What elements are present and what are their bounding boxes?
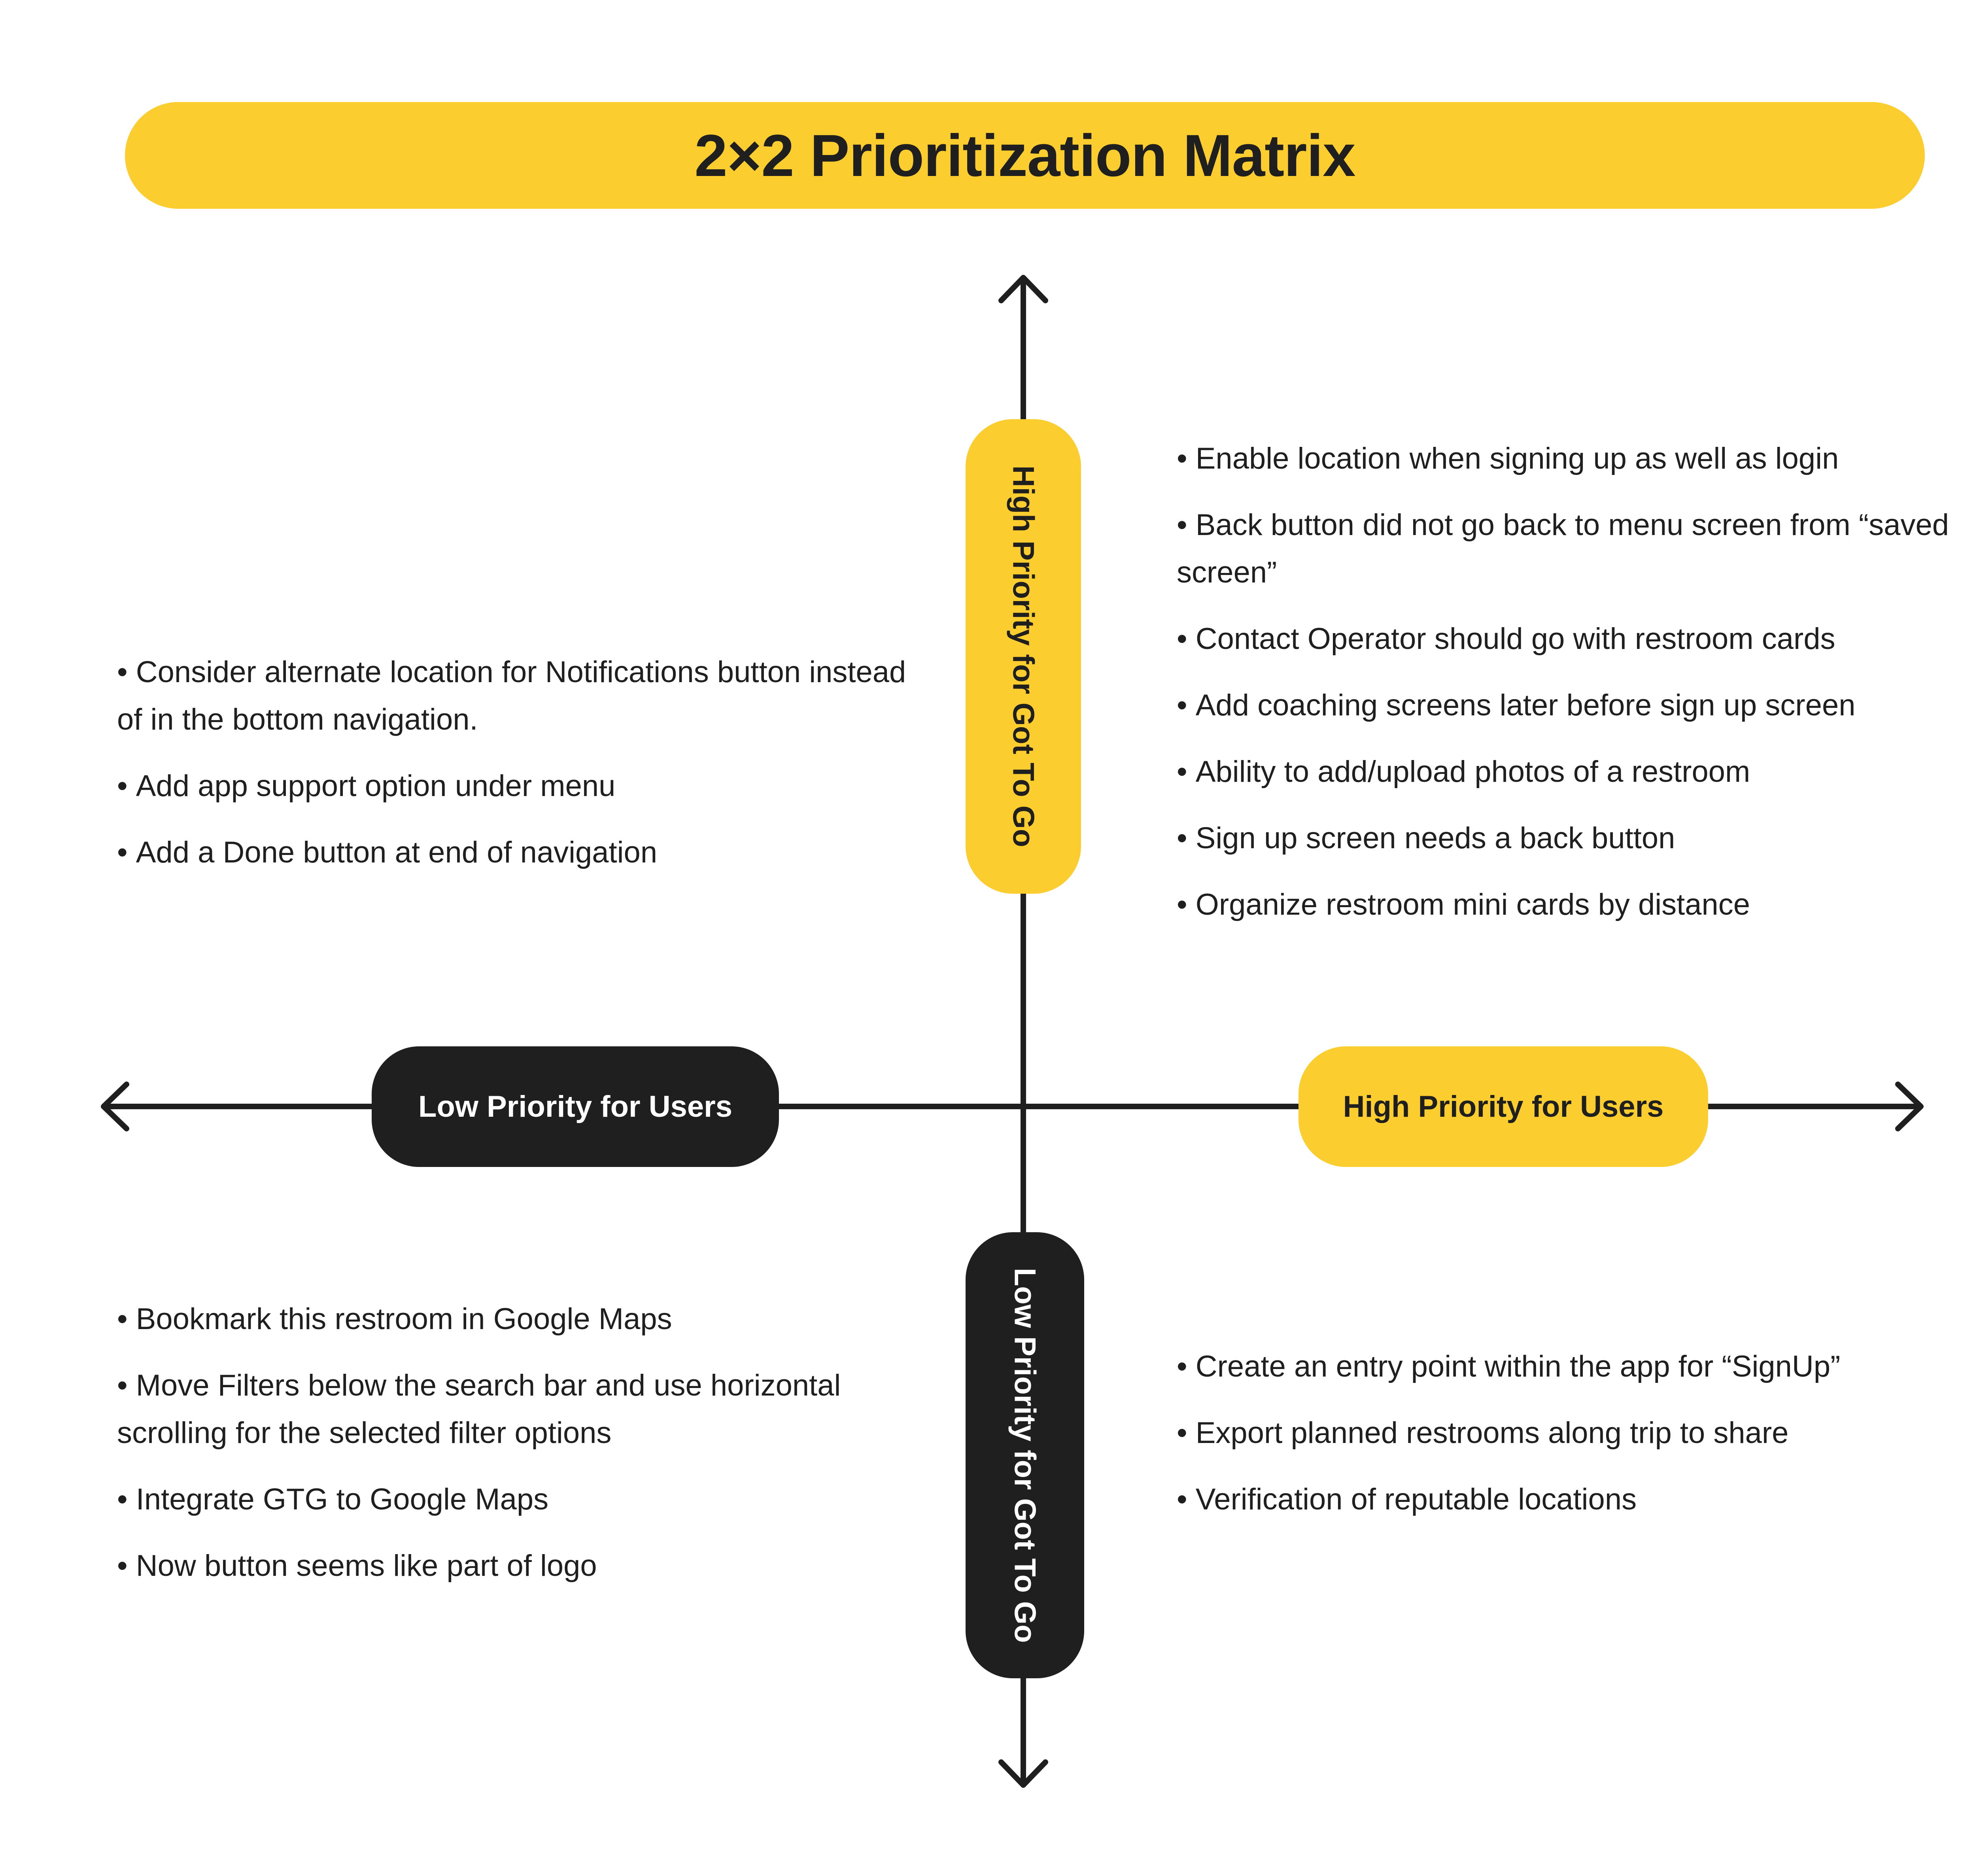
list-item: Ability to add/upload photos of a restro… xyxy=(1177,748,1968,796)
list-item: Sign up screen needs a back button xyxy=(1177,815,1968,862)
page-title: 2×2 Prioritization Matrix xyxy=(694,122,1355,189)
list-item: Back button did not go back to menu scre… xyxy=(1177,501,1968,596)
y-axis-low-text: Low Priority for Got To Go xyxy=(1008,1267,1042,1643)
arrow-left-icon xyxy=(101,1082,129,1131)
quadrant-top-left: Consider alternate location for Notifica… xyxy=(117,649,908,895)
list-item: Now button seems like part of logo xyxy=(117,1542,939,1590)
list-item: Integrate GTG to Google Maps xyxy=(117,1476,939,1523)
list-item: Organize restroom mini cards by distance xyxy=(1177,881,1968,929)
list-item: Add a Done button at end of navigation xyxy=(117,829,908,876)
y-axis-low-label: Low Priority for Got To Go xyxy=(966,1232,1084,1678)
arrow-right-icon xyxy=(1895,1082,1924,1131)
list-item: Consider alternate location for Notifica… xyxy=(117,649,908,743)
y-axis-high-label: High Priority for Got To Go xyxy=(966,419,1081,894)
quadrant-bottom-left: Bookmark this restroom in Google Maps Mo… xyxy=(117,1295,939,1609)
arrow-up-icon xyxy=(998,275,1048,303)
arrow-down-icon xyxy=(998,1759,1048,1788)
list-item: Create an entry point within the app for… xyxy=(1177,1343,1968,1390)
x-axis-low-label: Low Priority for Users xyxy=(372,1046,779,1167)
x-axis-high-text: High Priority for Users xyxy=(1343,1090,1664,1123)
title-banner: 2×2 Prioritization Matrix xyxy=(125,102,1925,209)
list-item: Add coaching screens later before sign u… xyxy=(1177,682,1968,729)
list-item: Enable location when signing up as well … xyxy=(1177,435,1968,482)
list-item: Export planned restrooms along trip to s… xyxy=(1177,1409,1968,1457)
list-item: Contact Operator should go with restroom… xyxy=(1177,615,1968,663)
list-item: Bookmark this restroom in Google Maps xyxy=(117,1295,939,1343)
x-axis-low-text: Low Priority for Users xyxy=(418,1090,732,1123)
x-axis-high-label: High Priority for Users xyxy=(1298,1046,1708,1167)
list-item: Add app support option under menu xyxy=(117,762,908,810)
list-item: Verification of reputable locations xyxy=(1177,1476,1968,1523)
quadrant-bottom-right: Create an entry point within the app for… xyxy=(1177,1343,1968,1542)
list-item: Move Filters below the search bar and us… xyxy=(117,1362,939,1457)
y-axis-high-text: High Priority for Got To Go xyxy=(1006,465,1040,847)
quadrant-top-right: Enable location when signing up as well … xyxy=(1177,435,1968,947)
